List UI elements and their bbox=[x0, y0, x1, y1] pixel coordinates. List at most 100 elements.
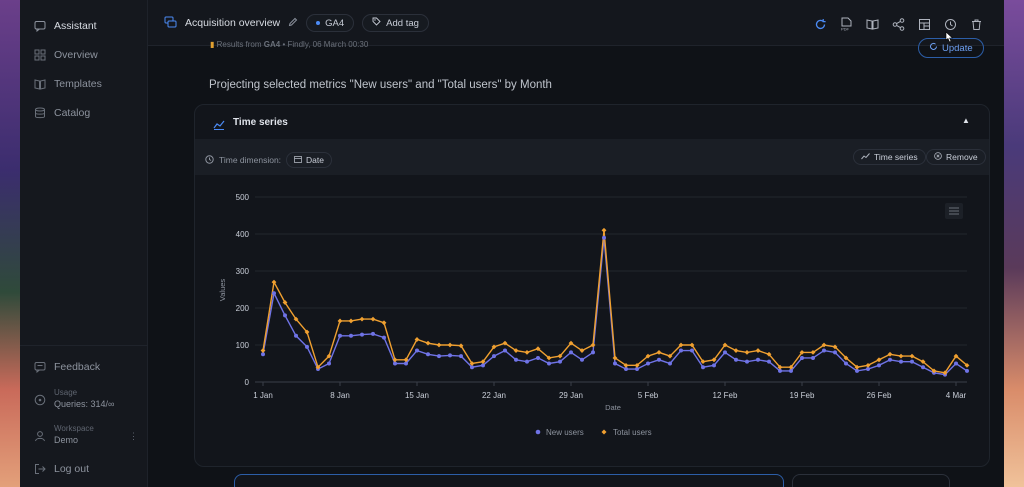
edit-pencil-icon[interactable] bbox=[288, 17, 298, 30]
line-chart-small-icon bbox=[861, 152, 870, 162]
data-point-total-users bbox=[733, 348, 739, 353]
chart-type-button[interactable]: Time series bbox=[853, 149, 926, 165]
x-tick-label: 5 Feb bbox=[638, 391, 659, 400]
sidebar-item-label: Assistant bbox=[54, 20, 97, 32]
series-line-total-users bbox=[262, 230, 968, 374]
data-point-new-users bbox=[437, 354, 441, 359]
prompt-input[interactable] bbox=[234, 474, 784, 487]
pdf-icon[interactable]: PDF bbox=[838, 16, 854, 32]
main-panel: Acquisition overview GA4 Add tag bbox=[148, 0, 1004, 487]
data-point-new-users bbox=[668, 361, 672, 366]
secondary-input[interactable] bbox=[792, 474, 950, 487]
close-circle-icon bbox=[934, 152, 942, 162]
source-dot-icon bbox=[316, 21, 321, 25]
share-icon[interactable] bbox=[890, 16, 906, 32]
source-tag-pill[interactable]: GA4 bbox=[306, 14, 355, 32]
source-tag-label: GA4 bbox=[325, 17, 345, 29]
data-point-total-users bbox=[557, 353, 563, 359]
data-point-total-users bbox=[810, 350, 816, 355]
data-point-new-users bbox=[569, 350, 573, 355]
data-point-new-users bbox=[261, 352, 265, 357]
data-point-new-users bbox=[492, 354, 496, 359]
data-point-new-users bbox=[734, 357, 738, 362]
data-point-total-users bbox=[634, 362, 640, 368]
line-chart-icon bbox=[213, 117, 225, 135]
time-dimension-select[interactable]: Date bbox=[286, 152, 333, 168]
data-point-new-users bbox=[591, 350, 595, 355]
legend-label-total-users: Total users bbox=[613, 428, 652, 437]
data-point-new-users bbox=[525, 359, 529, 364]
report-icon bbox=[164, 16, 177, 31]
data-point-total-users bbox=[601, 227, 607, 233]
page-title[interactable]: Acquisition overview bbox=[185, 17, 281, 29]
data-point-new-users bbox=[404, 361, 408, 366]
y-tick-label: 0 bbox=[245, 378, 250, 387]
data-point-new-users bbox=[272, 291, 276, 296]
data-point-total-users bbox=[755, 348, 761, 353]
time-dimension-group: Time dimension: Date bbox=[205, 152, 333, 168]
logout-label: Log out bbox=[54, 463, 90, 475]
data-point-new-users bbox=[503, 348, 507, 353]
data-point-new-users bbox=[965, 368, 969, 373]
book-open-icon[interactable] bbox=[864, 16, 880, 32]
query-heading: Projecting selected metrics "New users" … bbox=[209, 79, 552, 91]
y-tick-label: 500 bbox=[236, 193, 250, 202]
add-tag-button[interactable]: Add tag bbox=[362, 14, 429, 32]
workspace-switcher[interactable]: Workspace Demo ⋮ bbox=[34, 424, 138, 445]
data-point-new-users bbox=[305, 344, 309, 349]
sidebar-item-catalog[interactable]: Catalog bbox=[34, 107, 90, 119]
data-point-total-users bbox=[843, 355, 849, 361]
refresh-icon[interactable] bbox=[812, 16, 828, 32]
grid-icon bbox=[34, 49, 46, 61]
sidebar-item-templates[interactable]: Templates bbox=[34, 78, 102, 90]
x-axis-title: Date bbox=[605, 403, 621, 412]
layout-icon[interactable] bbox=[916, 16, 932, 32]
card-header[interactable]: Time series ▲ bbox=[195, 105, 989, 139]
sidebar-item-label: Templates bbox=[54, 78, 102, 90]
data-point-new-users bbox=[756, 357, 760, 362]
logout-button[interactable]: Log out bbox=[34, 463, 89, 475]
data-point-new-users bbox=[580, 357, 584, 362]
data-point-new-users bbox=[921, 365, 925, 370]
data-point-total-users bbox=[271, 279, 277, 285]
results-source: GA4 bbox=[263, 40, 281, 49]
update-button[interactable]: Update bbox=[918, 38, 984, 58]
data-point-new-users bbox=[360, 332, 364, 337]
more-vertical-icon[interactable]: ⋮ bbox=[129, 431, 138, 441]
header-title-group: Acquisition overview GA4 Add tag bbox=[164, 14, 429, 32]
data-point-new-users bbox=[789, 368, 793, 373]
x-tick-label: 26 Feb bbox=[867, 391, 892, 400]
data-point-total-users bbox=[337, 318, 343, 324]
data-point-total-users bbox=[964, 362, 970, 368]
data-point-new-users bbox=[723, 350, 727, 355]
update-label: Update bbox=[942, 42, 973, 54]
data-point-new-users bbox=[877, 363, 881, 368]
data-point-new-users bbox=[371, 331, 375, 336]
data-point-new-users bbox=[602, 235, 606, 240]
collapse-caret-icon[interactable]: ▲ bbox=[962, 116, 970, 125]
x-tick-label: 1 Jan bbox=[253, 391, 273, 400]
feedback-button[interactable]: Feedback bbox=[34, 361, 100, 373]
trash-icon[interactable] bbox=[968, 16, 984, 32]
data-point-new-users bbox=[701, 365, 705, 370]
remove-button[interactable]: Remove bbox=[926, 149, 986, 165]
time-series-card: Time series ▲ Time dimension: Date bbox=[194, 104, 990, 467]
sidebar-item-overview[interactable]: Overview bbox=[34, 49, 98, 61]
data-point-total-users bbox=[359, 316, 365, 322]
data-point-new-users bbox=[844, 361, 848, 366]
data-point-new-users bbox=[679, 348, 683, 353]
data-point-new-users bbox=[899, 359, 903, 364]
data-point-total-users bbox=[579, 348, 585, 353]
data-point-new-users bbox=[536, 355, 540, 360]
workspace-label: Workspace bbox=[54, 424, 94, 433]
mouse-cursor-icon bbox=[945, 30, 954, 48]
data-point-total-users bbox=[744, 350, 750, 355]
data-point-new-users bbox=[800, 355, 804, 360]
data-point-total-users bbox=[909, 353, 915, 359]
data-point-total-users bbox=[920, 359, 926, 365]
data-point-total-users bbox=[612, 355, 618, 361]
sidebar-item-assistant[interactable]: Assistant bbox=[34, 20, 97, 32]
results-rest: • Findly, 06 March 00:30 bbox=[282, 40, 369, 49]
x-tick-label: 29 Jan bbox=[559, 391, 583, 400]
history-icon[interactable] bbox=[942, 16, 958, 32]
